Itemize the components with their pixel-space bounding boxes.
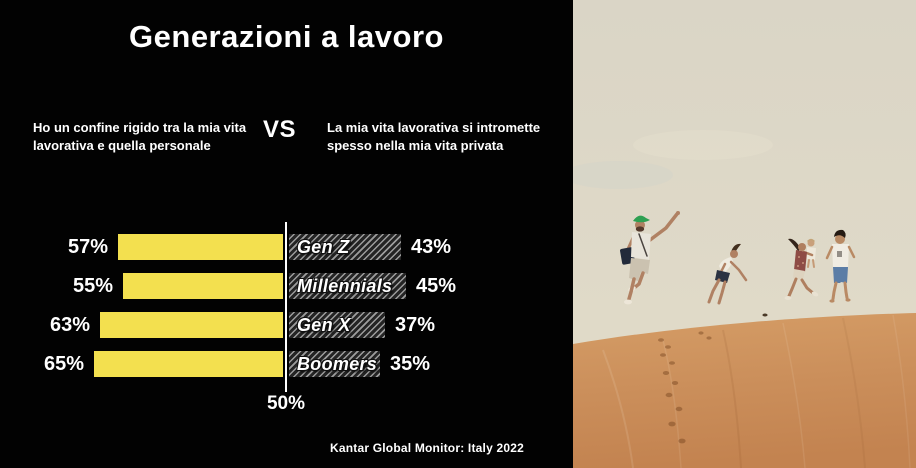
category-label: Millennials xyxy=(297,275,393,296)
category-label: Gen X xyxy=(297,314,351,335)
jumping-man-with-cap xyxy=(620,211,680,305)
chart-row-millennials: 55% Millennials 45% xyxy=(0,273,573,299)
right-bar-area: Gen Z 43% xyxy=(289,234,573,260)
vs-label: VS xyxy=(263,116,297,143)
right-bar-area: Gen X 37% xyxy=(289,312,573,338)
jumping-woman-with-baby xyxy=(784,238,819,300)
jumping-boy xyxy=(825,229,856,303)
left-bar-area: 55% xyxy=(0,273,283,299)
left-bar xyxy=(94,351,283,377)
jumping-woman-bent xyxy=(707,243,748,305)
sand-dune xyxy=(573,313,916,468)
chart-panel: Generazioni a lavoro Ho un confine rigid… xyxy=(0,19,573,455)
right-value-label: 45% xyxy=(416,274,457,297)
left-value-label: 65% xyxy=(43,352,84,375)
left-bar-area: 65% xyxy=(0,351,283,377)
right-value-label: 37% xyxy=(395,313,436,336)
chart-row-gen-z: 57% Gen Z 43% xyxy=(0,234,573,260)
left-value-label: 55% xyxy=(72,274,113,297)
chart-row-boomers: 65% Boomers 35% xyxy=(0,351,573,377)
left-bar xyxy=(123,273,283,299)
left-bar xyxy=(100,312,283,338)
chart-row-gen-x: 63% Gen X 37% xyxy=(0,312,573,338)
category-label: Boomers xyxy=(297,353,378,374)
diverging-bar-chart: 57% Gen Z 43% 55% xyxy=(0,234,573,390)
fifty-percent-axis-line xyxy=(285,222,287,392)
fifty-percent-axis-label: 50% xyxy=(266,393,306,414)
right-value-label: 43% xyxy=(411,235,452,258)
page-title: Generazioni a lavoro xyxy=(129,19,444,54)
left-bar-area: 57% xyxy=(0,234,283,260)
right-bar-area: Millennials 45% xyxy=(289,273,573,299)
right-bar: Boomers xyxy=(289,351,380,377)
right-bar-area: Boomers 35% xyxy=(289,351,573,377)
footprints xyxy=(658,331,712,444)
left-bar-area: 63% xyxy=(0,312,283,338)
left-bar xyxy=(118,234,283,260)
left-value-label: 63% xyxy=(49,313,90,336)
right-bar: Gen Z xyxy=(289,234,401,260)
photo-family-jumping-dune xyxy=(573,0,916,468)
right-value-label: 35% xyxy=(390,352,431,375)
statement-left: Ho un confine rigido tra la mia vita lav… xyxy=(33,120,247,153)
distant-object-on-crest xyxy=(762,313,768,317)
right-bar: Millennials xyxy=(289,273,406,299)
statement-right: La mia vita lavorativa si intromette spe… xyxy=(327,120,541,153)
source-caption: Kantar Global Monitor: Italy 2022 xyxy=(330,441,524,455)
right-bar: Gen X xyxy=(289,312,385,338)
category-label: Gen Z xyxy=(297,236,350,257)
left-value-label: 57% xyxy=(67,235,108,258)
